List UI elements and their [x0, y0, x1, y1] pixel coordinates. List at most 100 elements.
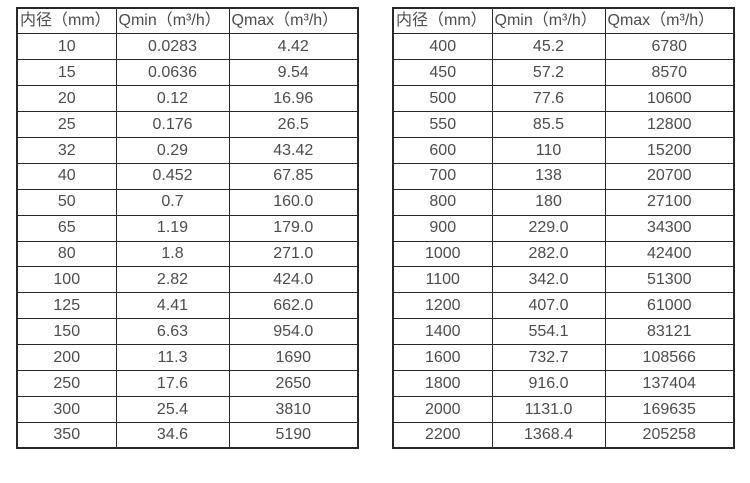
table-cell: 1400 [392, 318, 493, 346]
table-cell: 1690 [228, 344, 359, 371]
table-cell: 1100 [392, 266, 493, 294]
header-cell-qmax: Qmax（m³/h） [228, 7, 359, 35]
table-cell: 100 [16, 266, 117, 294]
table-cell: 40 [16, 162, 117, 190]
table-cell: 0.7 [115, 188, 230, 216]
table-cell: 80 [16, 240, 117, 268]
table-cell: 205258 [604, 421, 735, 449]
table-row: 1100 342.0 51300 [392, 266, 735, 294]
table-row: 25 0.176 26.5 [16, 111, 359, 138]
table-cell: 50 [16, 188, 117, 216]
table-cell: 15 [16, 59, 117, 87]
table-cell: 0.176 [115, 111, 230, 138]
table-cell: 0.0283 [115, 33, 230, 61]
table-cell: 1.19 [115, 214, 230, 242]
table-row: 800 180 27100 [392, 188, 735, 216]
table-cell: 0.452 [115, 162, 230, 190]
header-cell-qmin: Qmin（m³/h） [115, 7, 230, 35]
table-cell: 32 [16, 136, 117, 164]
table-row: 2200 1368.4 205258 [392, 421, 735, 449]
table-cell: 700 [392, 162, 493, 190]
table-cell: 77.6 [491, 85, 606, 113]
table-row: 10 0.0283 4.42 [16, 33, 359, 61]
table-cell: 1600 [392, 344, 493, 371]
table-cell: 61000 [604, 292, 735, 320]
table-cell: 42400 [604, 240, 735, 268]
table-cell: 57.2 [491, 59, 606, 87]
table-header-row: 内径（mm） Qmin（m³/h） Qmax（m³/h） [392, 7, 735, 35]
table-cell: 1200 [392, 292, 493, 320]
table-header-row: 内径（mm） Qmin（m³/h） Qmax（m³/h） [16, 7, 359, 35]
table-row: 250 17.6 2650 [16, 369, 359, 397]
table-cell: 16.96 [228, 85, 359, 113]
table-cell: 20 [16, 85, 117, 113]
table-cell: 12800 [604, 111, 735, 138]
table-cell: 954.0 [228, 318, 359, 346]
table-cell: 125 [16, 292, 117, 320]
table-cell: 34.6 [115, 421, 230, 449]
table-cell: 2000 [392, 395, 493, 423]
table-cell: 1368.4 [491, 421, 606, 449]
header-cell-qmin: Qmin（m³/h） [491, 7, 606, 35]
table-row: 80 1.8 271.0 [16, 240, 359, 268]
table-cell: 6.63 [115, 318, 230, 346]
table-row: 65 1.19 179.0 [16, 214, 359, 242]
table-cell: 350 [16, 421, 117, 449]
table-cell: 4.42 [228, 33, 359, 61]
table-cell: 138 [491, 162, 606, 190]
table-cell: 900 [392, 214, 493, 242]
table-row: 350 34.6 5190 [16, 421, 359, 449]
table-cell: 45.2 [491, 33, 606, 61]
table-cell: 550 [392, 111, 493, 138]
table-cell: 25.4 [115, 395, 230, 423]
table-row: 450 57.2 8570 [392, 59, 735, 87]
table-cell: 1131.0 [491, 395, 606, 423]
table-cell: 9.54 [228, 59, 359, 87]
table-cell: 271.0 [228, 240, 359, 268]
table-cell: 400 [392, 33, 493, 61]
table-cell: 83121 [604, 318, 735, 346]
table-cell: 554.1 [491, 318, 606, 346]
table-cell: 732.7 [491, 344, 606, 371]
table-row: 1200 407.0 61000 [392, 292, 735, 320]
table-row: 40 0.452 67.85 [16, 162, 359, 190]
table-cell: 160.0 [228, 188, 359, 216]
table-row: 500 77.6 10600 [392, 85, 735, 113]
table-cell: 1000 [392, 240, 493, 268]
table-cell: 2650 [228, 369, 359, 397]
flow-table-large-diameters: 内径（mm） Qmin（m³/h） Qmax（m³/h） 400 45.2 6780… [392, 7, 735, 450]
table-body: 10 0.0283 4.42 15 0.0636 9.54 20 0.12 16.96 25 0.1… [16, 33, 359, 449]
table-row: 400 45.2 6780 [392, 33, 735, 61]
table-cell: 11.3 [115, 344, 230, 371]
flow-table-small-diameters: 内径（mm） Qmin（m³/h） Qmax（m³/h） 10 0.0283 4.4… [16, 7, 359, 450]
table-cell: 179.0 [228, 214, 359, 242]
table-cell: 2200 [392, 421, 493, 449]
table-cell: 8570 [604, 59, 735, 87]
table-row: 2000 1131.0 169635 [392, 395, 735, 423]
table-cell: 0.12 [115, 85, 230, 113]
table-row: 1400 554.1 83121 [392, 318, 735, 346]
table-cell: 450 [392, 59, 493, 87]
table-cell: 34300 [604, 214, 735, 242]
table-cell: 250 [16, 369, 117, 397]
table-cell: 10 [16, 33, 117, 61]
table-cell: 1800 [392, 369, 493, 397]
table-cell: 0.0636 [115, 59, 230, 87]
table-row: 100 2.82 424.0 [16, 266, 359, 294]
table-cell: 800 [392, 188, 493, 216]
table-cell: 916.0 [491, 369, 606, 397]
table-cell: 1.8 [115, 240, 230, 268]
header-cell-diameter: 内径（mm） [392, 7, 493, 35]
table-cell: 4.41 [115, 292, 230, 320]
table-row: 900 229.0 34300 [392, 214, 735, 242]
table-cell: 600 [392, 136, 493, 164]
table-row: 600 110 15200 [392, 136, 735, 164]
table-cell: 85.5 [491, 111, 606, 138]
table-row: 700 138 20700 [392, 162, 735, 190]
table-cell: 17.6 [115, 369, 230, 397]
table-cell: 108566 [604, 344, 735, 371]
table-cell: 137404 [604, 369, 735, 397]
table-cell: 424.0 [228, 266, 359, 294]
table-cell: 407.0 [491, 292, 606, 320]
